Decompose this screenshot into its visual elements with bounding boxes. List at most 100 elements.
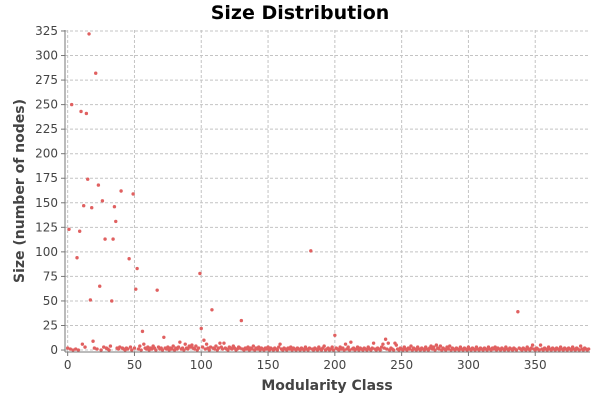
data-point [220, 347, 225, 351]
data-point [346, 345, 350, 349]
data-point [230, 347, 234, 351]
data-point [200, 345, 205, 349]
data-point [557, 348, 561, 352]
data-point [414, 348, 419, 352]
data-point [204, 342, 209, 346]
data-points [65, 32, 591, 352]
data-point [196, 346, 201, 350]
data-point [178, 340, 182, 344]
data-point [166, 345, 170, 349]
data-point [80, 342, 85, 346]
data-point [337, 348, 341, 352]
data-point [545, 348, 549, 352]
y-tick-label: 50 [43, 294, 58, 308]
data-point [171, 344, 175, 348]
data-point [473, 348, 477, 352]
data-point [92, 346, 97, 350]
y-tick-label: 250 [35, 98, 58, 112]
data-point [190, 343, 194, 347]
data-point [278, 342, 282, 346]
y-tick-label: 300 [35, 49, 58, 63]
data-point [214, 344, 218, 348]
data-point [437, 347, 441, 351]
data-point [433, 348, 437, 352]
data-point [71, 348, 75, 352]
data-point [111, 237, 115, 241]
data-point [315, 348, 320, 352]
data-point [91, 339, 95, 343]
data-point [99, 348, 103, 352]
data-point [381, 342, 385, 346]
data-point [203, 347, 207, 351]
axes [64, 30, 590, 353]
data-point [69, 102, 74, 107]
data-point [331, 348, 336, 352]
data-point [155, 288, 159, 292]
data-point [277, 345, 281, 349]
data-point [194, 344, 198, 348]
data-point [349, 340, 353, 344]
data-point [84, 111, 89, 116]
data-point [88, 298, 93, 302]
data-point [100, 199, 105, 203]
data-point [110, 299, 114, 303]
data-point [154, 348, 158, 352]
data-point [394, 343, 398, 347]
data-point [119, 189, 123, 193]
data-point [135, 266, 139, 271]
data-point [95, 347, 99, 351]
data-point [65, 346, 70, 350]
data-point [266, 345, 270, 349]
data-point [132, 346, 137, 350]
data-point [86, 177, 90, 181]
data-point [343, 342, 348, 346]
data-point [250, 347, 254, 351]
data-point [79, 109, 83, 114]
y-ticks: 0 25 50 75 100 125 150 175 200 225 250 275 300 325 [35, 24, 65, 357]
data-point [493, 345, 497, 349]
data-point [289, 345, 293, 349]
data-point [131, 192, 135, 196]
data-point [73, 347, 78, 351]
x-tick-label: 150 [257, 358, 280, 372]
data-point [128, 345, 133, 349]
data-point [444, 348, 448, 352]
data-point [103, 237, 107, 241]
data-point [457, 348, 461, 352]
data-point [142, 342, 146, 346]
data-point [146, 345, 150, 349]
data-point [68, 347, 73, 351]
data-point [355, 345, 360, 349]
data-point [127, 257, 131, 261]
data-point [77, 229, 82, 233]
x-tick-label: 0 [64, 358, 72, 372]
data-point [112, 205, 117, 209]
data-point [160, 348, 165, 352]
data-point [502, 348, 507, 352]
y-tick-label: 150 [35, 196, 58, 210]
data-point [302, 348, 306, 352]
x-tick-label: 350 [524, 358, 547, 372]
y-tick-label: 275 [35, 73, 58, 87]
y-tick-label: 0 [50, 343, 58, 357]
y-tick-label: 100 [35, 245, 58, 259]
data-point [275, 348, 280, 352]
data-point [182, 348, 186, 352]
y-tick-label: 325 [35, 24, 58, 38]
data-point [83, 345, 87, 349]
data-point [218, 341, 222, 345]
data-point [207, 348, 211, 352]
data-point [322, 344, 326, 348]
data-point [208, 345, 213, 349]
data-point [108, 344, 113, 348]
data-point [537, 348, 541, 352]
data-point [422, 348, 427, 352]
y-axis-label: Size (number of nodes) [12, 99, 28, 283]
x-ticks: 0 50 100 150 200 250 300 350 [64, 352, 547, 372]
x-tick-label: 300 [457, 358, 480, 372]
data-point [216, 346, 221, 350]
data-point [365, 348, 369, 352]
x-axis-label: Modularity Class [261, 378, 392, 394]
data-point [176, 345, 181, 349]
y-tick-label: 225 [35, 122, 58, 136]
